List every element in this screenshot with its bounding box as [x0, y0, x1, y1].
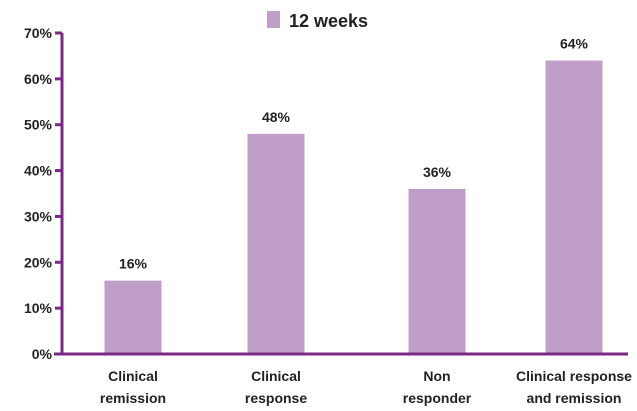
data-label: 36% [423, 164, 452, 180]
x-category-label: Clinical [108, 368, 158, 384]
x-category-label: responder [403, 390, 472, 406]
y-tick-label: 40% [24, 163, 53, 179]
x-category-label: and remission [527, 390, 622, 406]
y-tick-label: 50% [24, 117, 53, 133]
data-label: 64% [560, 36, 589, 52]
y-tick-label: 10% [24, 300, 53, 316]
data-label: 48% [262, 109, 291, 125]
legend-swatch [267, 11, 280, 28]
bar [408, 188, 466, 354]
y-tick-label: 0% [32, 346, 53, 362]
x-category-label: remission [100, 390, 166, 406]
x-category-label: Clinical response [516, 368, 632, 384]
x-axis: Clinical remission Clinical response Non resp… [54, 352, 632, 406]
y-tick-label: 70% [24, 25, 53, 41]
x-category-label: Non [423, 368, 450, 384]
legend-label: 12 weeks [289, 11, 368, 31]
bar [104, 280, 162, 354]
y-tick-label: 60% [24, 71, 53, 87]
bar [545, 60, 603, 355]
y-tick-label: 30% [24, 208, 53, 224]
x-category-label: response [245, 390, 307, 406]
x-category-label: Clinical [251, 368, 301, 384]
data-label: 16% [119, 256, 148, 272]
y-axis: 0% 10% 20% 30% 40% 50% 60% 70% [24, 25, 64, 362]
bar [247, 133, 305, 354]
y-tick-label: 20% [24, 254, 53, 270]
bars: 16% 48% 36% 64% [104, 36, 603, 355]
legend: 12 weeks [267, 11, 368, 31]
